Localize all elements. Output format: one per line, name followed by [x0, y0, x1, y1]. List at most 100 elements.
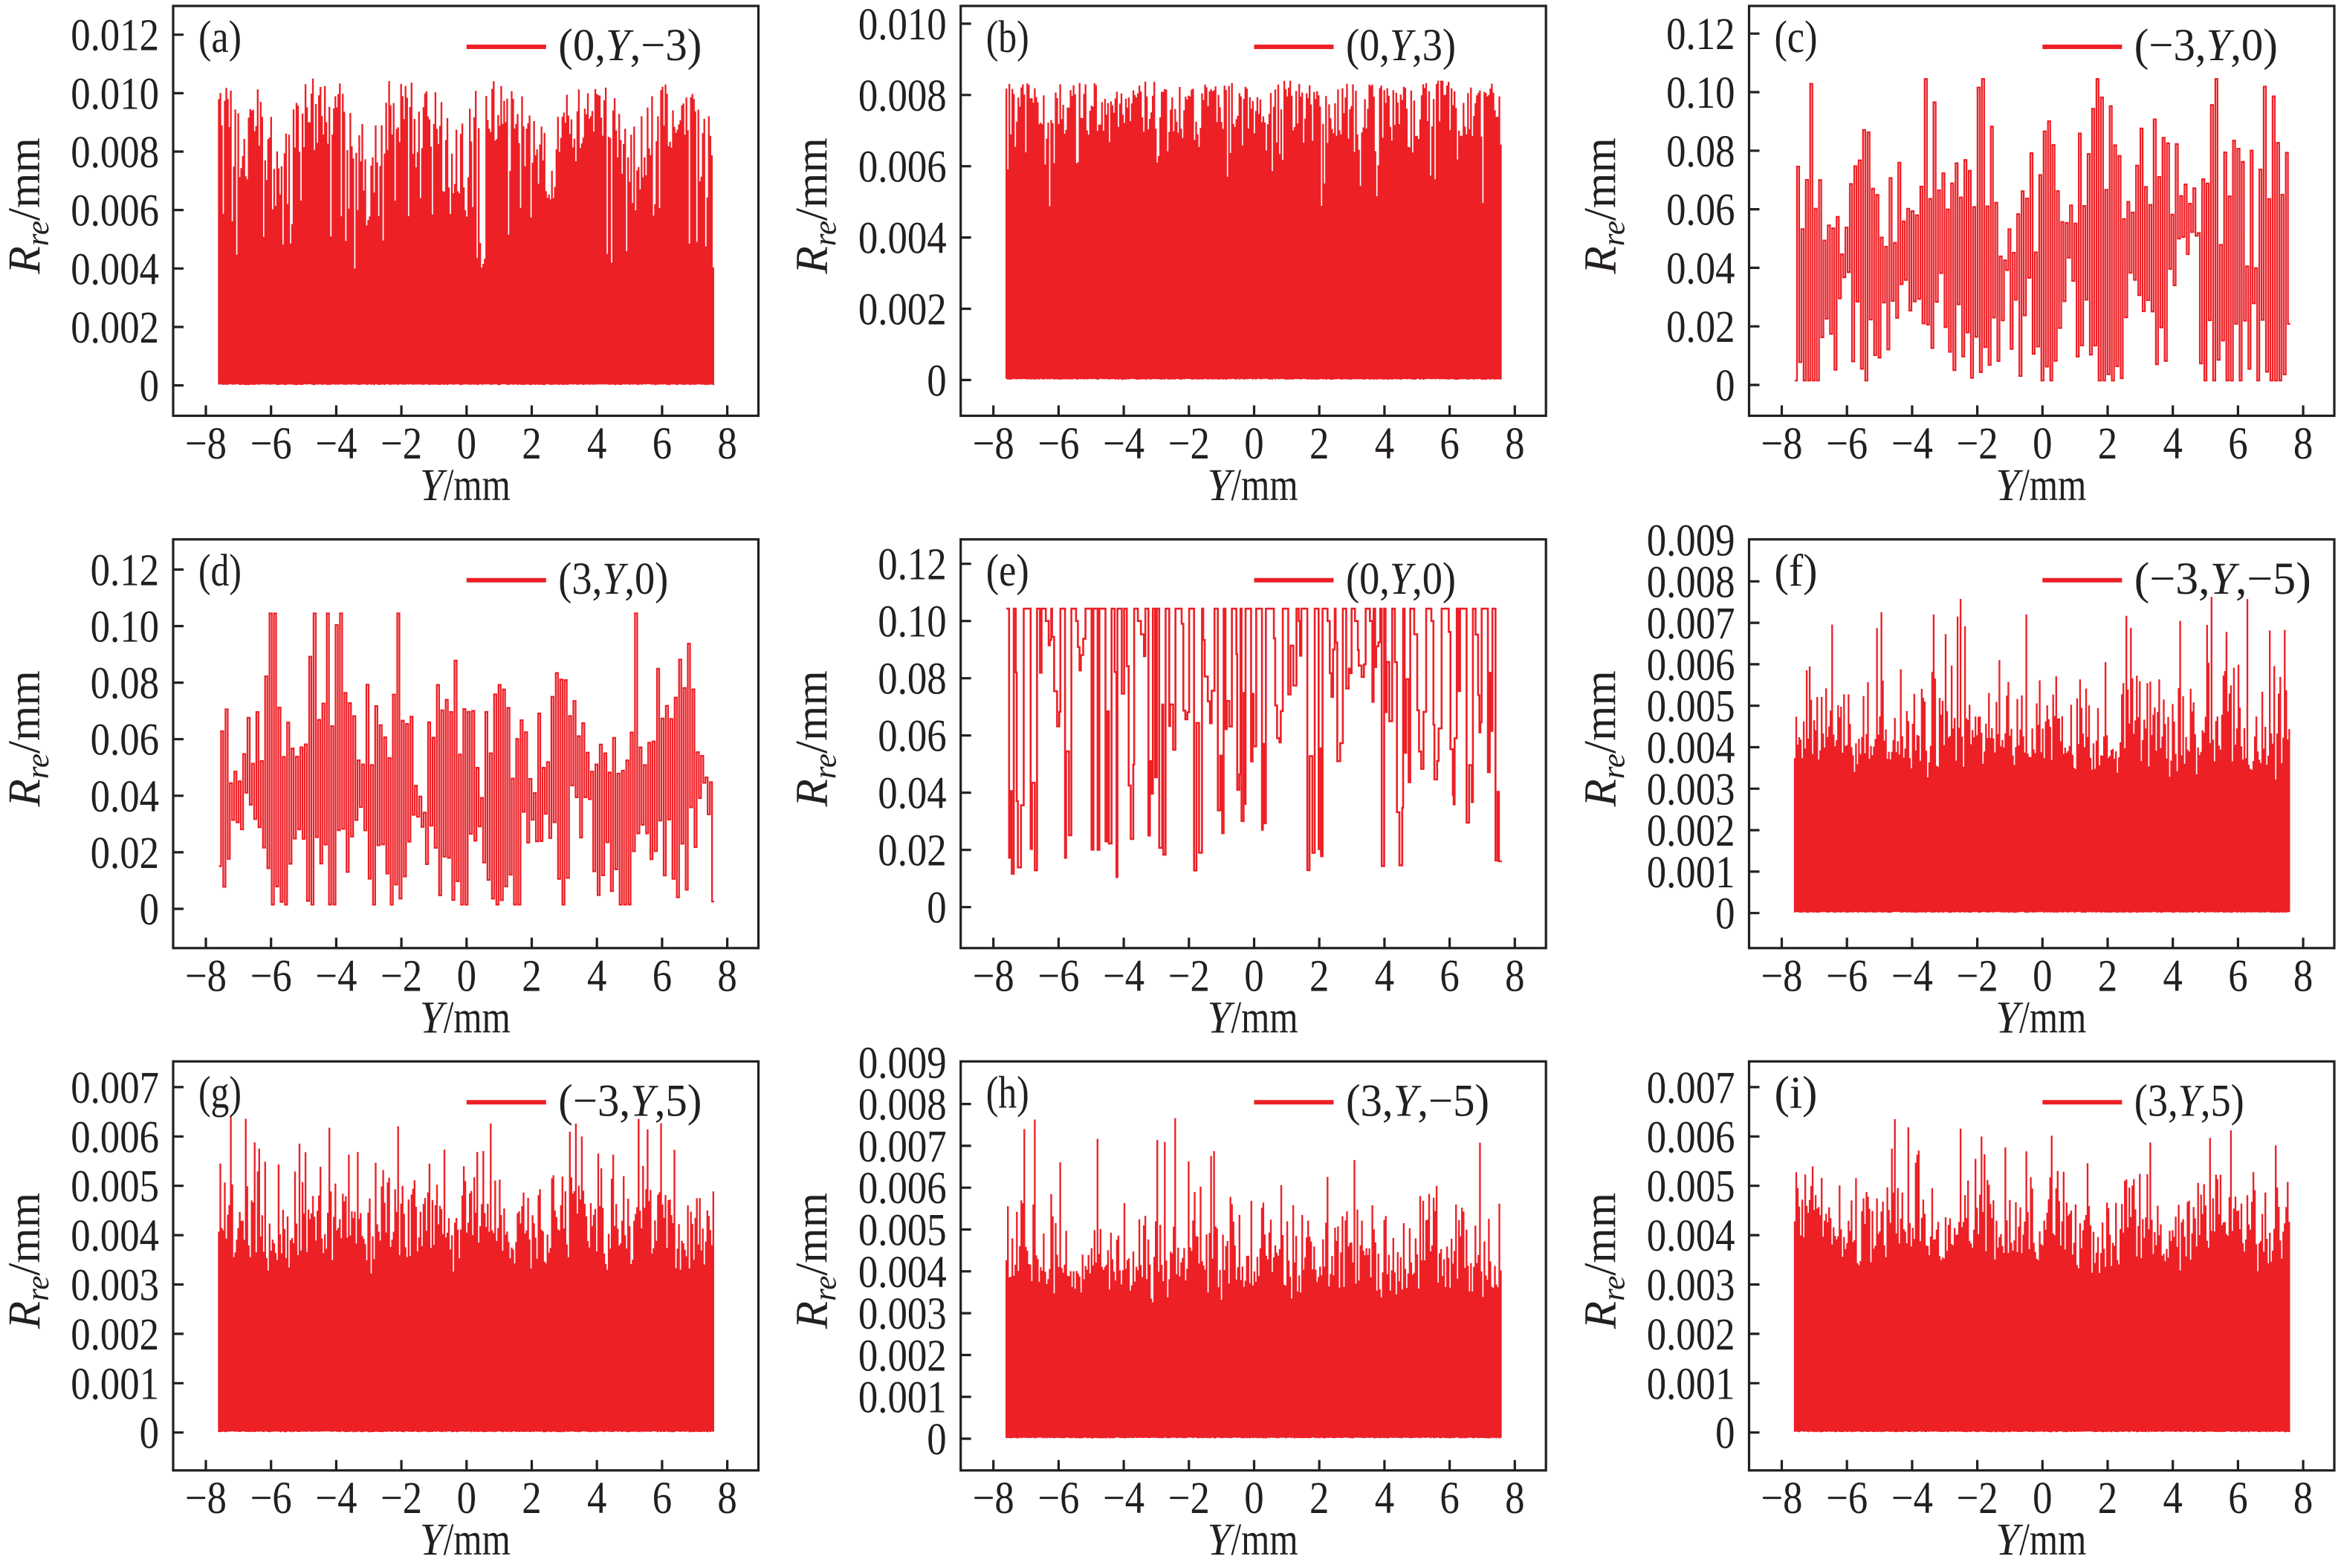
svg-text:−2: −2 [1957, 1474, 1998, 1523]
svg-text:0.002: 0.002 [1647, 806, 1735, 856]
svg-text:Rre/mm: Rre/mm [0, 670, 56, 807]
svg-text:−4: −4 [315, 419, 357, 469]
svg-text:(3,Y,5): (3,Y,5) [2134, 1076, 2244, 1126]
svg-text:0.10: 0.10 [878, 597, 946, 647]
svg-text:−2: −2 [1957, 951, 1998, 1001]
svg-text:−8: −8 [973, 1474, 1014, 1523]
svg-text:0.004: 0.004 [858, 1248, 947, 1298]
svg-text:0.04: 0.04 [91, 772, 159, 822]
svg-text:Y/mm: Y/mm [1995, 1515, 2086, 1565]
svg-text:2: 2 [2098, 1474, 2117, 1523]
svg-text:(0,Y,0): (0,Y,0) [1346, 554, 1456, 604]
svg-text:8: 8 [2293, 951, 2313, 1001]
svg-text:0.004: 0.004 [71, 244, 159, 294]
svg-text:(−3,Y,0): (−3,Y,0) [2134, 21, 2278, 71]
svg-text:8: 8 [1505, 951, 1524, 1001]
svg-text:0: 0 [2033, 1474, 2052, 1523]
svg-text:(3,Y,0): (3,Y,0) [558, 554, 668, 604]
svg-text:4: 4 [2163, 951, 2183, 1001]
svg-text:0.001: 0.001 [858, 1373, 947, 1423]
svg-text:0.006: 0.006 [858, 1164, 947, 1214]
svg-text:8: 8 [717, 1474, 736, 1523]
svg-text:4: 4 [1375, 951, 1394, 1001]
svg-text:0.009: 0.009 [1647, 516, 1735, 566]
svg-text:0.06: 0.06 [878, 712, 946, 762]
svg-text:0.08: 0.08 [878, 655, 946, 704]
svg-text:0.08: 0.08 [91, 659, 159, 709]
svg-text:0.10: 0.10 [91, 603, 159, 652]
svg-text:0.02: 0.02 [878, 826, 946, 876]
svg-text:−8: −8 [185, 951, 227, 1001]
svg-text:(g): (g) [198, 1068, 242, 1118]
svg-text:4: 4 [587, 419, 606, 469]
svg-text:−8: −8 [185, 1474, 227, 1523]
svg-text:Rre/mm: Rre/mm [0, 1193, 56, 1329]
svg-text:0: 0 [927, 1415, 946, 1465]
svg-text:0.001: 0.001 [1647, 1359, 1735, 1409]
svg-text:0.12: 0.12 [878, 540, 946, 590]
svg-text:0: 0 [1244, 1474, 1263, 1523]
svg-text:−2: −2 [1168, 419, 1210, 469]
svg-text:0.004: 0.004 [1647, 1211, 1735, 1261]
svg-text:2: 2 [1309, 419, 1329, 469]
svg-text:6: 6 [1440, 419, 1459, 469]
svg-text:8: 8 [2293, 1474, 2313, 1523]
svg-text:0.012: 0.012 [71, 11, 159, 61]
svg-text:2: 2 [2098, 951, 2117, 1001]
svg-text:0.002: 0.002 [1647, 1310, 1735, 1360]
svg-text:0.008: 0.008 [1647, 557, 1735, 607]
svg-text:−4: −4 [315, 1474, 357, 1523]
svg-text:(e): (e) [986, 546, 1029, 596]
svg-text:4: 4 [587, 951, 606, 1001]
svg-text:0.007: 0.007 [71, 1063, 159, 1113]
svg-text:Rre/mm: Rre/mm [788, 670, 844, 807]
svg-text:Rre/mm: Rre/mm [0, 137, 56, 274]
svg-text:0.003: 0.003 [858, 1289, 947, 1339]
svg-text:−4: −4 [1891, 419, 1933, 469]
svg-text:Rre/mm: Rre/mm [788, 137, 844, 274]
svg-text:−8: −8 [1761, 951, 1803, 1001]
svg-text:(0,Y,3): (0,Y,3) [1346, 21, 1456, 71]
svg-text:0.007: 0.007 [1647, 1063, 1735, 1113]
svg-text:0: 0 [457, 951, 476, 1001]
svg-text:−6: −6 [250, 419, 292, 469]
svg-text:0.02: 0.02 [91, 829, 159, 878]
svg-text:4: 4 [587, 1474, 606, 1523]
svg-text:4: 4 [2163, 1474, 2183, 1523]
svg-text:8: 8 [717, 951, 736, 1001]
svg-text:−4: −4 [1103, 419, 1144, 469]
svg-text:−2: −2 [1168, 951, 1210, 1001]
svg-text:0.005: 0.005 [1647, 682, 1735, 732]
svg-text:Rre/mm: Rre/mm [1576, 137, 1632, 274]
svg-text:−4: −4 [1103, 1474, 1144, 1523]
svg-text:(−3,Y,−5): (−3,Y,−5) [2134, 554, 2311, 604]
svg-text:4: 4 [1375, 419, 1394, 469]
svg-text:(3,Y,−5): (3,Y,−5) [1346, 1076, 1489, 1126]
svg-text:−4: −4 [1103, 951, 1144, 1001]
svg-text:−2: −2 [1957, 419, 1998, 469]
svg-text:0.005: 0.005 [1647, 1162, 1735, 1212]
svg-text:−4: −4 [1891, 1474, 1933, 1523]
svg-text:0.006: 0.006 [1647, 1112, 1735, 1162]
svg-text:0.04: 0.04 [878, 769, 946, 819]
svg-text:0.002: 0.002 [71, 303, 159, 353]
svg-text:0.005: 0.005 [858, 1206, 947, 1256]
svg-text:−4: −4 [1891, 951, 1933, 1001]
svg-text:0: 0 [927, 356, 946, 406]
svg-text:4: 4 [1375, 1474, 1394, 1523]
svg-text:8: 8 [1505, 419, 1524, 469]
svg-text:0.008: 0.008 [71, 128, 159, 178]
svg-text:(i): (i) [1775, 1068, 1818, 1118]
svg-text:Y/mm: Y/mm [420, 1515, 511, 1565]
svg-text:0.001: 0.001 [1647, 848, 1735, 898]
svg-text:−8: −8 [973, 419, 1014, 469]
svg-text:6: 6 [2228, 951, 2247, 1001]
svg-text:6: 6 [653, 951, 672, 1001]
svg-text:2: 2 [1309, 1474, 1329, 1523]
svg-text:(0,Y,−3): (0,Y,−3) [558, 21, 702, 71]
svg-text:0.008: 0.008 [858, 71, 947, 121]
svg-text:2: 2 [522, 951, 541, 1001]
svg-text:0: 0 [1715, 361, 1735, 411]
svg-text:0.010: 0.010 [71, 69, 159, 119]
svg-text:−6: −6 [1826, 1474, 1868, 1523]
